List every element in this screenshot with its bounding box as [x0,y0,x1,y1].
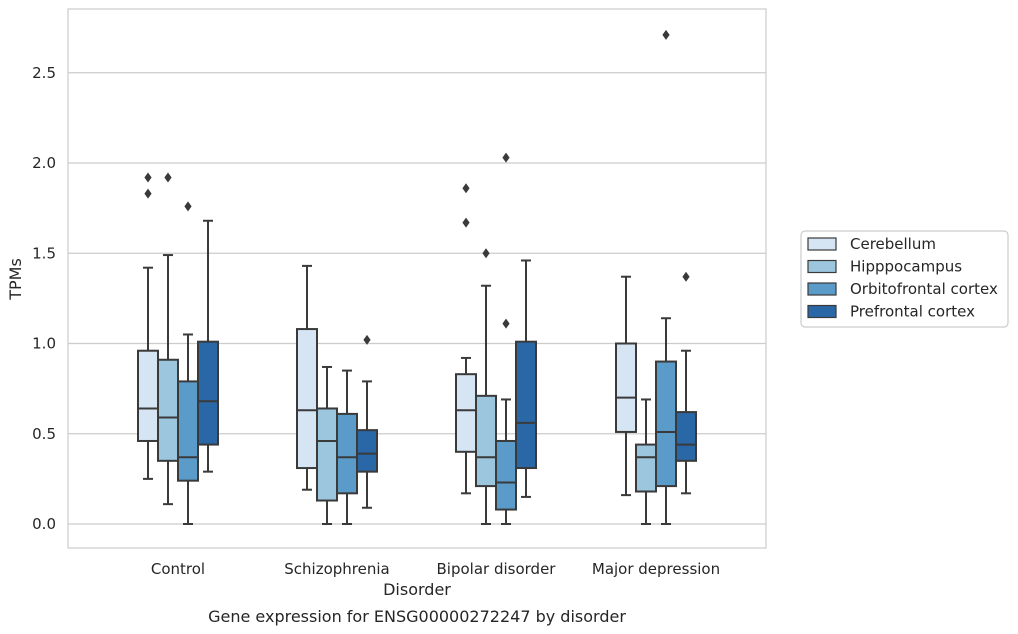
y-tick-labels: 0.0 0.5 1.0 1.5 2.0 2.5 [32,64,56,533]
outlier-point [662,29,670,40]
outlier-point [144,188,152,199]
legend-frame [800,230,1009,328]
box-body [197,340,219,446]
box-body [495,439,517,511]
chart-caption: Gene expression for ENSG00000272247 by d… [208,607,626,626]
outlier-point [462,217,470,228]
box [495,152,517,525]
outlier-point [144,172,152,183]
box [336,369,358,525]
box [137,172,159,480]
box [356,334,378,509]
box-body [177,380,199,482]
y-tick-label: 2.0 [32,154,56,172]
outlier-point [164,172,172,183]
box-body [635,443,657,493]
box-body [296,328,318,470]
legend-swatch [807,304,837,319]
x-tick-label: Major depression [592,560,720,578]
x-axis-title: Disorder [383,580,451,599]
outlier-point [363,334,371,345]
box [197,219,219,473]
box-body [655,360,677,488]
legend-label: Prefrontal cortex [850,303,975,321]
box [635,398,657,525]
legend-swatch [807,259,837,274]
box [455,183,477,495]
box-body [336,412,358,495]
box [177,201,199,525]
box-body [515,340,537,470]
y-tick-label: 0.0 [32,515,56,533]
box-body [157,358,179,462]
box-groups [137,29,697,525]
box-body [316,407,338,502]
outlier-point [462,183,470,194]
x-tick-label: Control [151,560,205,578]
box-body [615,342,637,433]
x-tick-label: Schizophrenia [284,560,389,578]
box-body [675,411,697,462]
box [475,248,497,525]
box [675,271,697,495]
outlier-point [502,152,510,163]
plot-frame [67,8,767,549]
outlier-point [682,271,690,282]
legend-label: Orbitofrontal cortex [850,280,998,298]
legend: Cerebellum Hipppocampus Orbitofrontal cort… [800,230,1009,328]
legend-swatch [807,282,837,296]
x-tick-label: Bipolar disorder [437,560,557,578]
outlier-point [502,318,510,329]
box-body [455,373,477,453]
y-axis-title: TPMs [6,258,25,301]
box [515,259,537,498]
y-tick-label: 1.0 [32,335,56,353]
legend-label: Cerebellum [850,235,936,253]
box [615,275,637,497]
box [296,264,318,491]
box-body [137,349,159,442]
y-tick-label: 2.5 [32,64,56,82]
box-body [475,394,497,488]
box [316,365,338,525]
legend-swatch [807,237,837,251]
outlier-point [184,201,192,212]
outlier-point [482,248,490,259]
y-tick-label: 0.5 [32,425,56,443]
legend-label: Hipppocampus [850,258,962,276]
box [157,172,179,506]
y-tick-label: 1.5 [32,244,56,262]
box [655,29,677,525]
box-body [356,429,378,473]
x-tick-labels: Control Schizophrenia Bipolar disorder Majo… [151,560,720,578]
